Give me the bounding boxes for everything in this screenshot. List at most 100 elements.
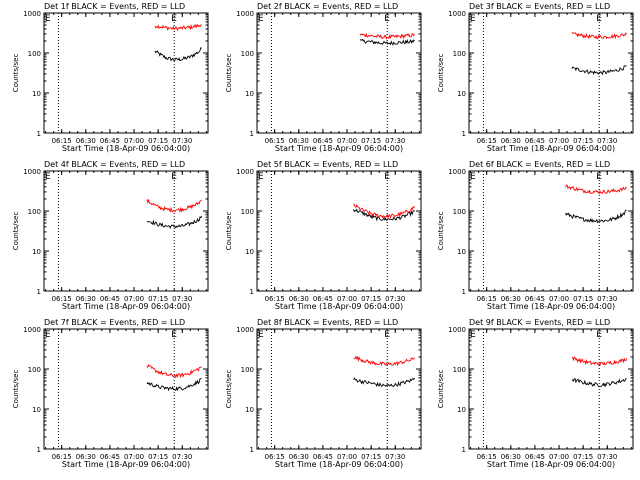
x-tick-label: 06:45 [313,137,333,145]
detector-panel: Det 6f BLACK = Events, RED = LLD E E 06:15 0… [437,160,634,311]
panel-title: Det 3f BLACK = Events, RED = LLD [469,2,610,11]
x-tick-label: 06:45 [313,453,333,461]
x-tick-label: 06:15 [477,453,497,461]
y-tick-label: 10 [32,90,41,98]
y-tick-label: 100 [28,366,41,374]
x-tick-label: 07:00 [124,137,144,145]
marker-label: E [596,330,602,340]
series-line-events [571,65,627,76]
x-tick-label: 06:45 [313,295,333,303]
series-line-events [571,378,627,388]
x-tick-label: 06:45 [525,453,545,461]
plot-frame [468,328,634,450]
y-tick-label: 1 [37,288,41,296]
x-axis-label: Start Time (18-Apr-09 06:04:00) [487,302,615,311]
x-tick-label: 07:00 [124,295,144,303]
x-tick-label: 07:30 [385,295,405,303]
x-tick-label: 07:30 [385,137,405,145]
marker-label: E [45,330,51,340]
marker-label: E [258,330,264,340]
y-tick-label: 10 [32,406,41,414]
panel-title: Det 1f BLACK = Events, RED = LLD [44,2,185,11]
series-line-events [146,215,203,230]
series-line-events [353,377,415,388]
series-line-lld [571,356,628,367]
x-tick-label: 06:15 [265,295,285,303]
panel-title: Det 8f BLACK = Events, RED = LLD [257,318,398,327]
x-tick-label: 06:30 [289,295,309,303]
x-tick-label: 07:15 [573,137,593,145]
y-tick-label: 1 [250,288,254,296]
series-line-lld [571,31,627,40]
series-line-lld [146,363,202,379]
marker-label: E [384,172,390,182]
marker-label: E [470,330,476,340]
y-tick-label: 1000 [236,168,254,176]
y-tick-label: 10 [457,90,466,98]
y-tick-label: 1 [462,288,466,296]
x-axis-label: Start Time (18-Apr-09 06:04:00) [275,302,403,311]
x-tick-label: 07:30 [385,453,405,461]
y-axis-label: Counts/sec [12,370,20,409]
x-tick-label: 06:15 [265,453,285,461]
marker-label: E [171,172,177,182]
panel-title: Det 4f BLACK = Events, RED = LLD [44,160,185,169]
y-axis-label: Counts/sec [12,54,20,93]
y-tick-label: 10 [457,406,466,414]
x-tick-label: 07:30 [172,137,192,145]
plot-frame [43,170,209,292]
detector-panel: Det 5f BLACK = Events, RED = LLD E E 06:15 0… [225,160,422,311]
x-tick-label: 06:45 [525,137,545,145]
x-tick-label: 06:30 [76,137,96,145]
x-tick-label: 06:30 [289,453,309,461]
x-axis-label: Start Time (18-Apr-09 06:04:00) [62,460,190,469]
y-tick-label: 100 [28,208,41,216]
x-tick-label: 07:00 [337,295,357,303]
y-tick-label: 10 [245,90,254,98]
y-axis-label: Counts/sec [225,54,233,93]
x-axis-label: Start Time (18-Apr-09 06:04:00) [487,144,615,153]
series-line-lld [353,355,415,367]
x-axis-label: Start Time (18-Apr-09 06:04:00) [62,144,190,153]
x-tick-label: 07:15 [148,137,168,145]
y-axis-label: Counts/sec [437,370,445,409]
y-tick-label: 10 [457,248,466,256]
detector-panel: Det 9f BLACK = Events, RED = LLD E E 06:15 0… [437,318,634,469]
x-tick-label: 07:00 [337,137,357,145]
y-tick-label: 1 [250,446,254,454]
marker-label: E [596,14,602,24]
x-tick-label: 06:45 [100,137,120,145]
series-line-lld [565,184,627,195]
panel-title: Det 6f BLACK = Events, RED = LLD [469,160,610,169]
x-tick-label: 07:30 [597,137,617,145]
plot-frame [43,12,209,134]
marker-label: E [384,14,390,24]
y-axis-label: Counts/sec [225,212,233,251]
series-line-lld [154,23,202,32]
y-tick-label: 100 [28,50,41,58]
marker-label: E [470,14,476,24]
y-tick-label: 1000 [448,10,466,18]
x-tick-label: 07:30 [172,295,192,303]
marker-label: E [470,172,476,182]
x-tick-label: 07:30 [172,453,192,461]
x-tick-label: 07:15 [573,295,593,303]
x-tick-label: 06:15 [265,137,285,145]
y-tick-label: 1000 [23,326,41,334]
y-tick-label: 1000 [448,326,466,334]
x-tick-label: 06:30 [289,137,309,145]
y-tick-label: 1 [37,130,41,138]
x-tick-label: 06:45 [100,453,120,461]
x-tick-label: 07:30 [597,295,617,303]
y-tick-label: 1000 [448,168,466,176]
y-axis-label: Counts/sec [225,370,233,409]
x-tick-label: 06:15 [477,137,497,145]
detector-panel: Det 4f BLACK = Events, RED = LLD E E 06:15 0… [12,160,209,311]
panel-title: Det 9f BLACK = Events, RED = LLD [469,318,610,327]
x-tick-label: 07:15 [573,453,593,461]
plot-frame [468,12,634,134]
x-tick-label: 07:15 [361,137,381,145]
y-tick-label: 100 [453,208,466,216]
y-tick-label: 1 [462,446,466,454]
x-axis-label: Start Time (18-Apr-09 06:04:00) [275,460,403,469]
